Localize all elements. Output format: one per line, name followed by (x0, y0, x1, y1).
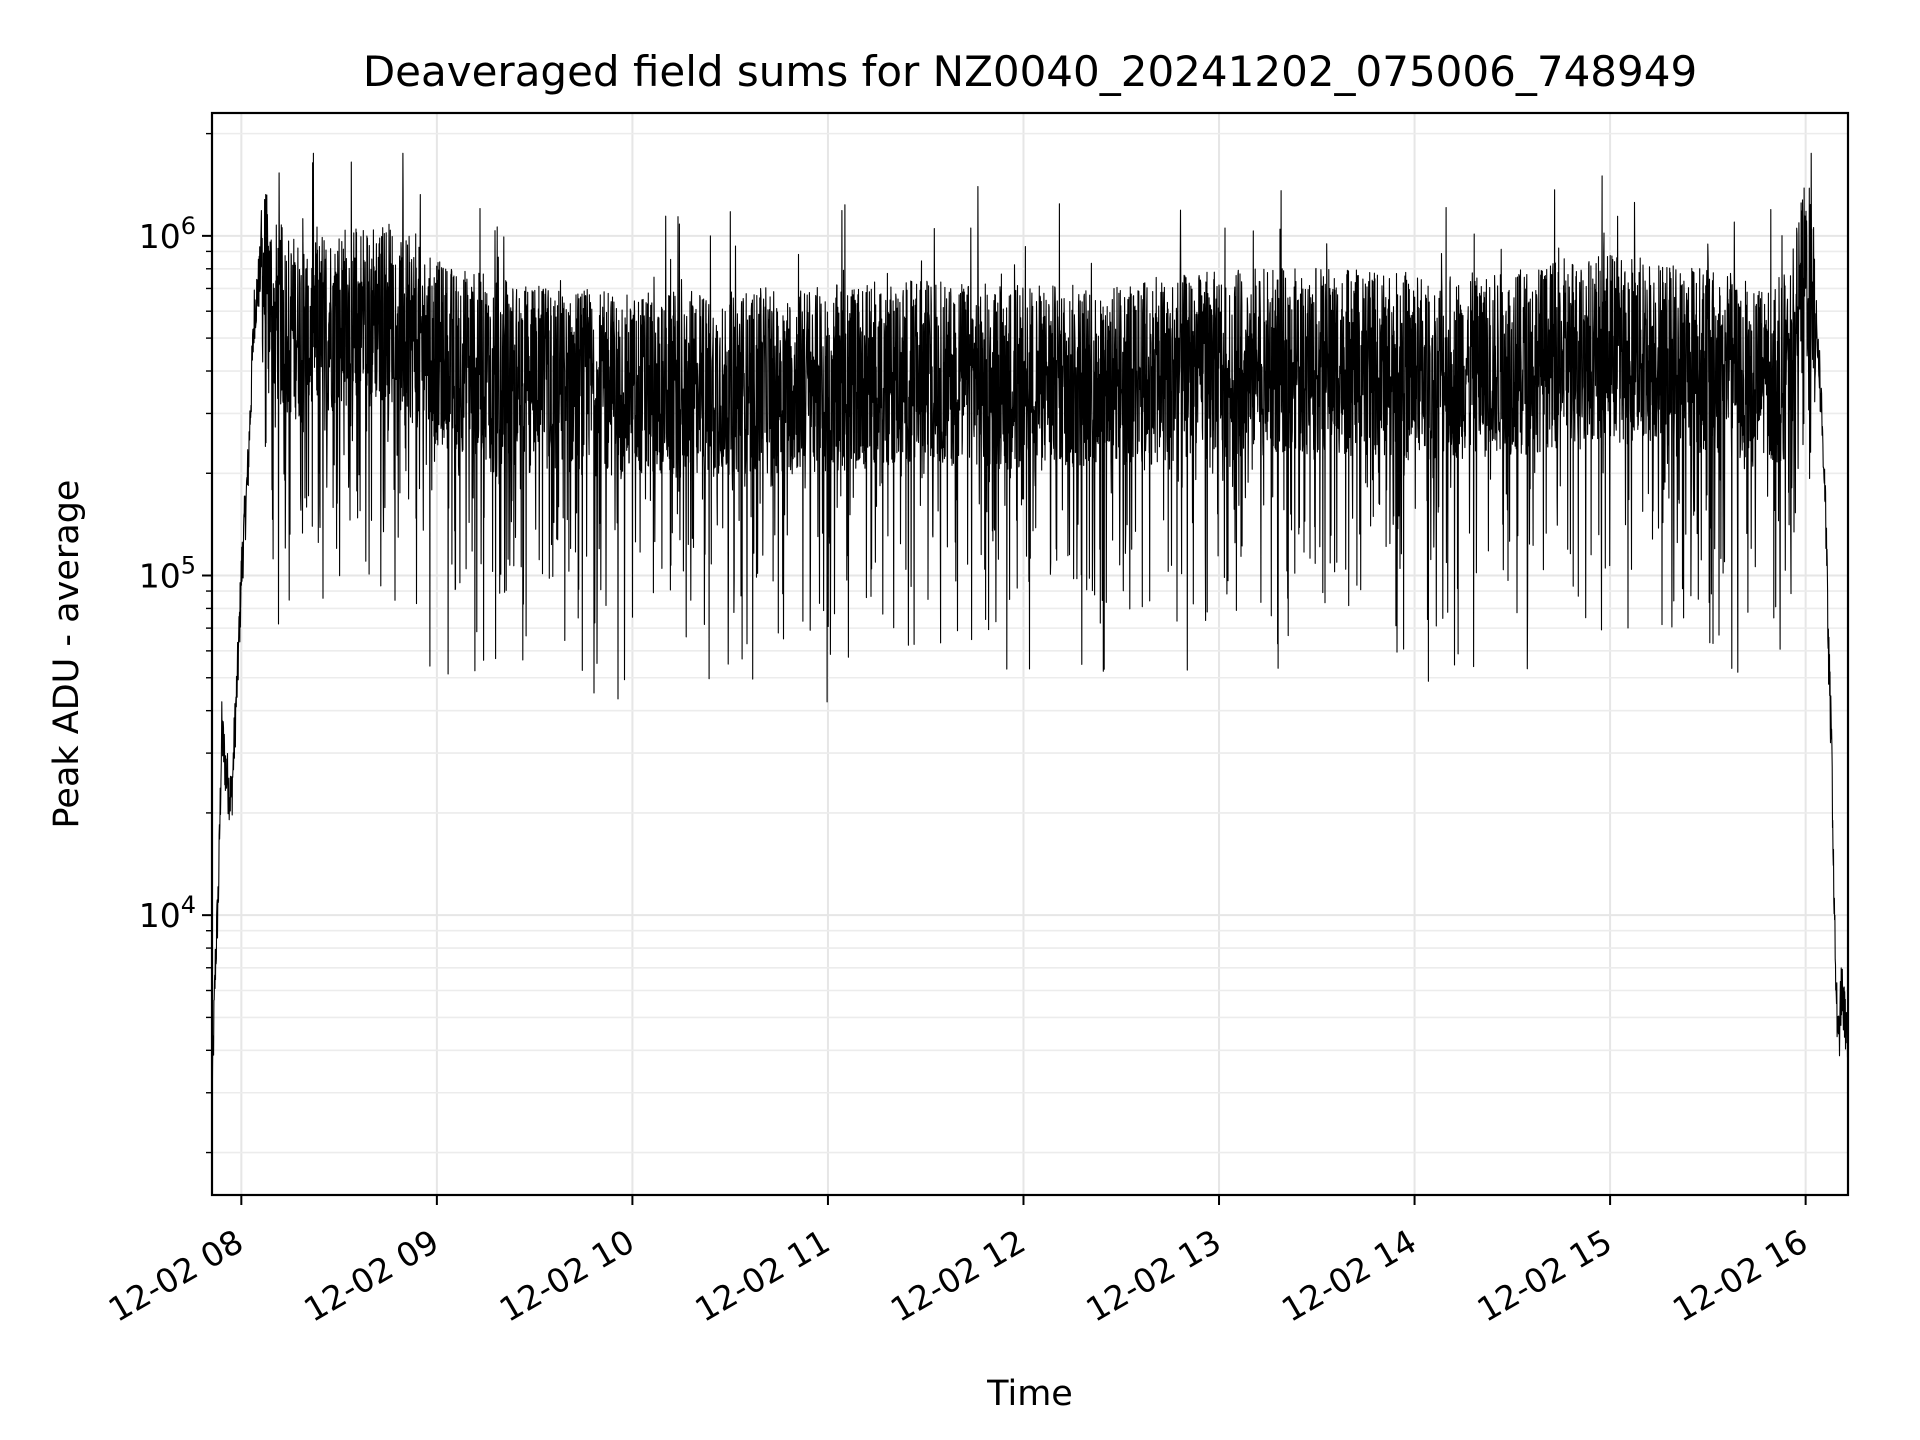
y-tick-label: 105 (139, 552, 196, 596)
series-line (211, 152, 1849, 1105)
plot-area-frame (210, 111, 1850, 1197)
x-tick-label: 12-02 15 (1470, 1222, 1618, 1330)
chart-title: Deaveraged field sums for NZ0040_2024120… (363, 47, 1697, 96)
x-tick-label: 12-02 14 (1275, 1222, 1423, 1330)
y-tick-label: 106 (139, 212, 196, 256)
x-tick-label: 12-02 13 (1079, 1222, 1227, 1330)
x-tick-label: 12-02 16 (1666, 1222, 1814, 1330)
y-tick-label: 104 (139, 891, 196, 935)
y-axis-label: Peak ADU - average (47, 480, 87, 829)
data-line-layer (211, 152, 1849, 1105)
x-tick-label: 12-02 08 (102, 1222, 250, 1330)
x-tick-label: 12-02 10 (493, 1222, 641, 1330)
x-tick-label: 12-02 12 (884, 1222, 1032, 1330)
x-axis-label: Time (986, 1374, 1073, 1414)
x-tick-label: 12-02 09 (297, 1222, 445, 1330)
x-tick-label: 12-02 11 (688, 1222, 836, 1330)
